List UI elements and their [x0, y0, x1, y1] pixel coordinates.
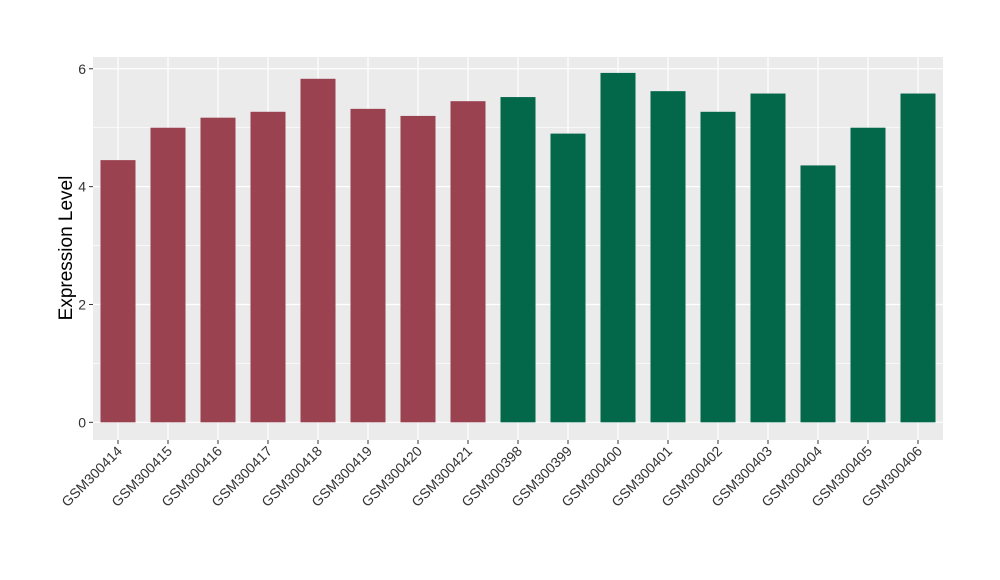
bar-GSM300402: [700, 111, 736, 423]
bar-GSM300403: [750, 93, 786, 423]
bar-GSM300418: [300, 78, 336, 423]
bar-GSM300406: [900, 93, 936, 423]
bar-GSM300401: [650, 91, 686, 423]
bar-GSM300419: [350, 108, 386, 423]
bar-GSM300420: [400, 115, 436, 423]
bar-GSM300398: [500, 97, 536, 423]
y-axis: 0 2 4 6: [78, 61, 93, 430]
bar-GSM300405: [850, 127, 886, 423]
y-axis-title: Expression Level: [56, 176, 77, 321]
bar-GSM300400: [600, 72, 636, 423]
y-tick-label: 2: [78, 296, 86, 312]
bars: [100, 72, 936, 423]
bar-GSM300399: [550, 133, 586, 423]
x-axis: GSM300414GSM300415GSM300416GSM300417GSM3…: [58, 440, 925, 510]
bar-GSM300415: [150, 127, 186, 423]
bar-GSM300404: [800, 165, 836, 423]
y-tick-label: 4: [78, 179, 86, 195]
bar-GSM300416: [200, 117, 236, 423]
bar-GSM300414: [100, 160, 136, 423]
y-tick-label: 6: [78, 61, 86, 77]
y-tick-label: 0: [78, 414, 86, 430]
bar-GSM300417: [250, 111, 286, 423]
bar-GSM300421: [450, 101, 486, 423]
